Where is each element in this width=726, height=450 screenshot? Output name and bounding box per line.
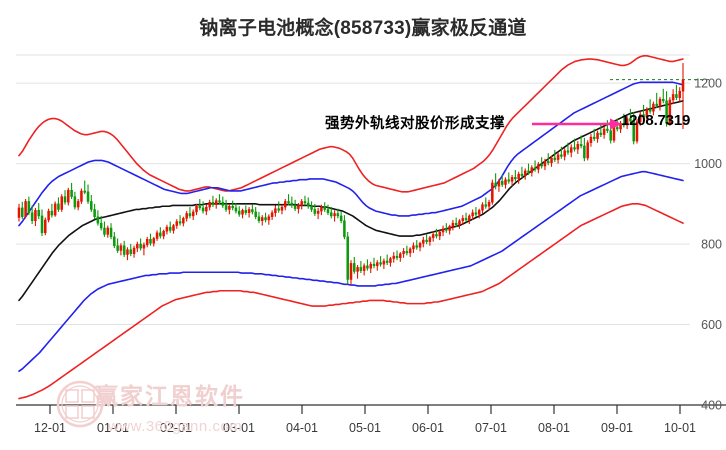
candlestick-series[interactable] (17, 63, 685, 286)
svg-text:800: 800 (701, 238, 722, 252)
svg-text:400: 400 (701, 399, 722, 413)
svg-text:1200: 1200 (694, 77, 722, 91)
svg-text:06-01: 06-01 (412, 421, 444, 435)
annotation-arrow (532, 118, 622, 130)
watermark-brand: 赢家江恩软件 (95, 383, 245, 409)
svg-text:600: 600 (701, 318, 722, 332)
svg-text:12-01: 12-01 (34, 421, 66, 435)
svg-text:01-01: 01-01 (97, 421, 129, 435)
svg-text:08-01: 08-01 (538, 421, 570, 435)
svg-text:05-01: 05-01 (349, 421, 381, 435)
svg-text:1000: 1000 (694, 157, 722, 171)
svg-text:09-01: 09-01 (601, 421, 633, 435)
brand-seal-icon (56, 380, 104, 428)
svg-text:07-01: 07-01 (475, 421, 507, 435)
svg-text:02-01: 02-01 (160, 421, 192, 435)
watermark-url: www.360gann.com (108, 418, 243, 435)
x-axis-labels: 12-01 01-01 02-01 03-01 04-01 05-01 06-01 07-01… (34, 421, 696, 435)
svg-text:10-01: 10-01 (664, 421, 696, 435)
last-price-callout: 1208.7319 (621, 112, 691, 129)
y-axis-labels: 400 600 800 1000 1200 (694, 77, 722, 413)
grid-lines (16, 54, 690, 406)
annotation-label: 强势外轨线对股价形成支撑 (325, 116, 505, 132)
channel-band-lines (18, 55, 684, 400)
svg-text:04-01: 04-01 (286, 421, 318, 435)
axis-lines-and-ticks (16, 404, 726, 414)
page-title: 钠离子电池概念(858733)赢家极反通道 (199, 18, 527, 39)
svg-text:03-01: 03-01 (223, 421, 255, 435)
